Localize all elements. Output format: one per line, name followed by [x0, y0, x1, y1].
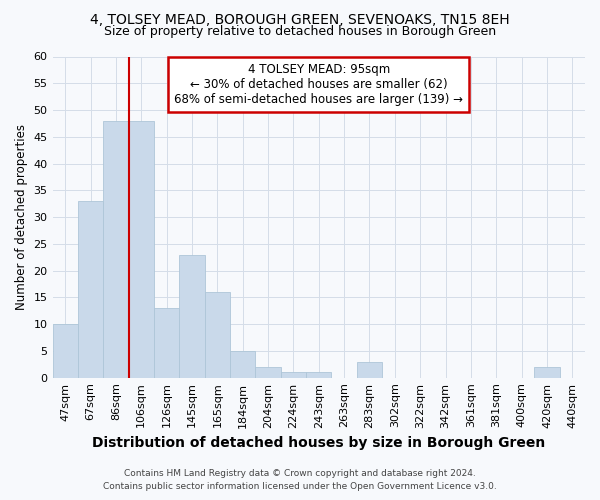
- Bar: [78, 201, 103, 378]
- Y-axis label: Number of detached properties: Number of detached properties: [15, 124, 28, 310]
- Bar: [179, 254, 205, 378]
- Bar: [128, 120, 154, 378]
- Bar: [256, 367, 281, 378]
- Bar: [205, 292, 230, 378]
- X-axis label: Distribution of detached houses by size in Borough Green: Distribution of detached houses by size …: [92, 436, 545, 450]
- Bar: [281, 372, 306, 378]
- Bar: [306, 372, 331, 378]
- Bar: [534, 367, 560, 378]
- Bar: [230, 351, 256, 378]
- Text: Size of property relative to detached houses in Borough Green: Size of property relative to detached ho…: [104, 25, 496, 38]
- Bar: [53, 324, 78, 378]
- Bar: [357, 362, 382, 378]
- Text: Contains HM Land Registry data © Crown copyright and database right 2024.
Contai: Contains HM Land Registry data © Crown c…: [103, 469, 497, 491]
- Text: 4 TOLSEY MEAD: 95sqm
← 30% of detached houses are smaller (62)
68% of semi-detac: 4 TOLSEY MEAD: 95sqm ← 30% of detached h…: [174, 63, 463, 106]
- Bar: [154, 308, 179, 378]
- Text: 4, TOLSEY MEAD, BOROUGH GREEN, SEVENOAKS, TN15 8EH: 4, TOLSEY MEAD, BOROUGH GREEN, SEVENOAKS…: [90, 12, 510, 26]
- Bar: [103, 120, 128, 378]
